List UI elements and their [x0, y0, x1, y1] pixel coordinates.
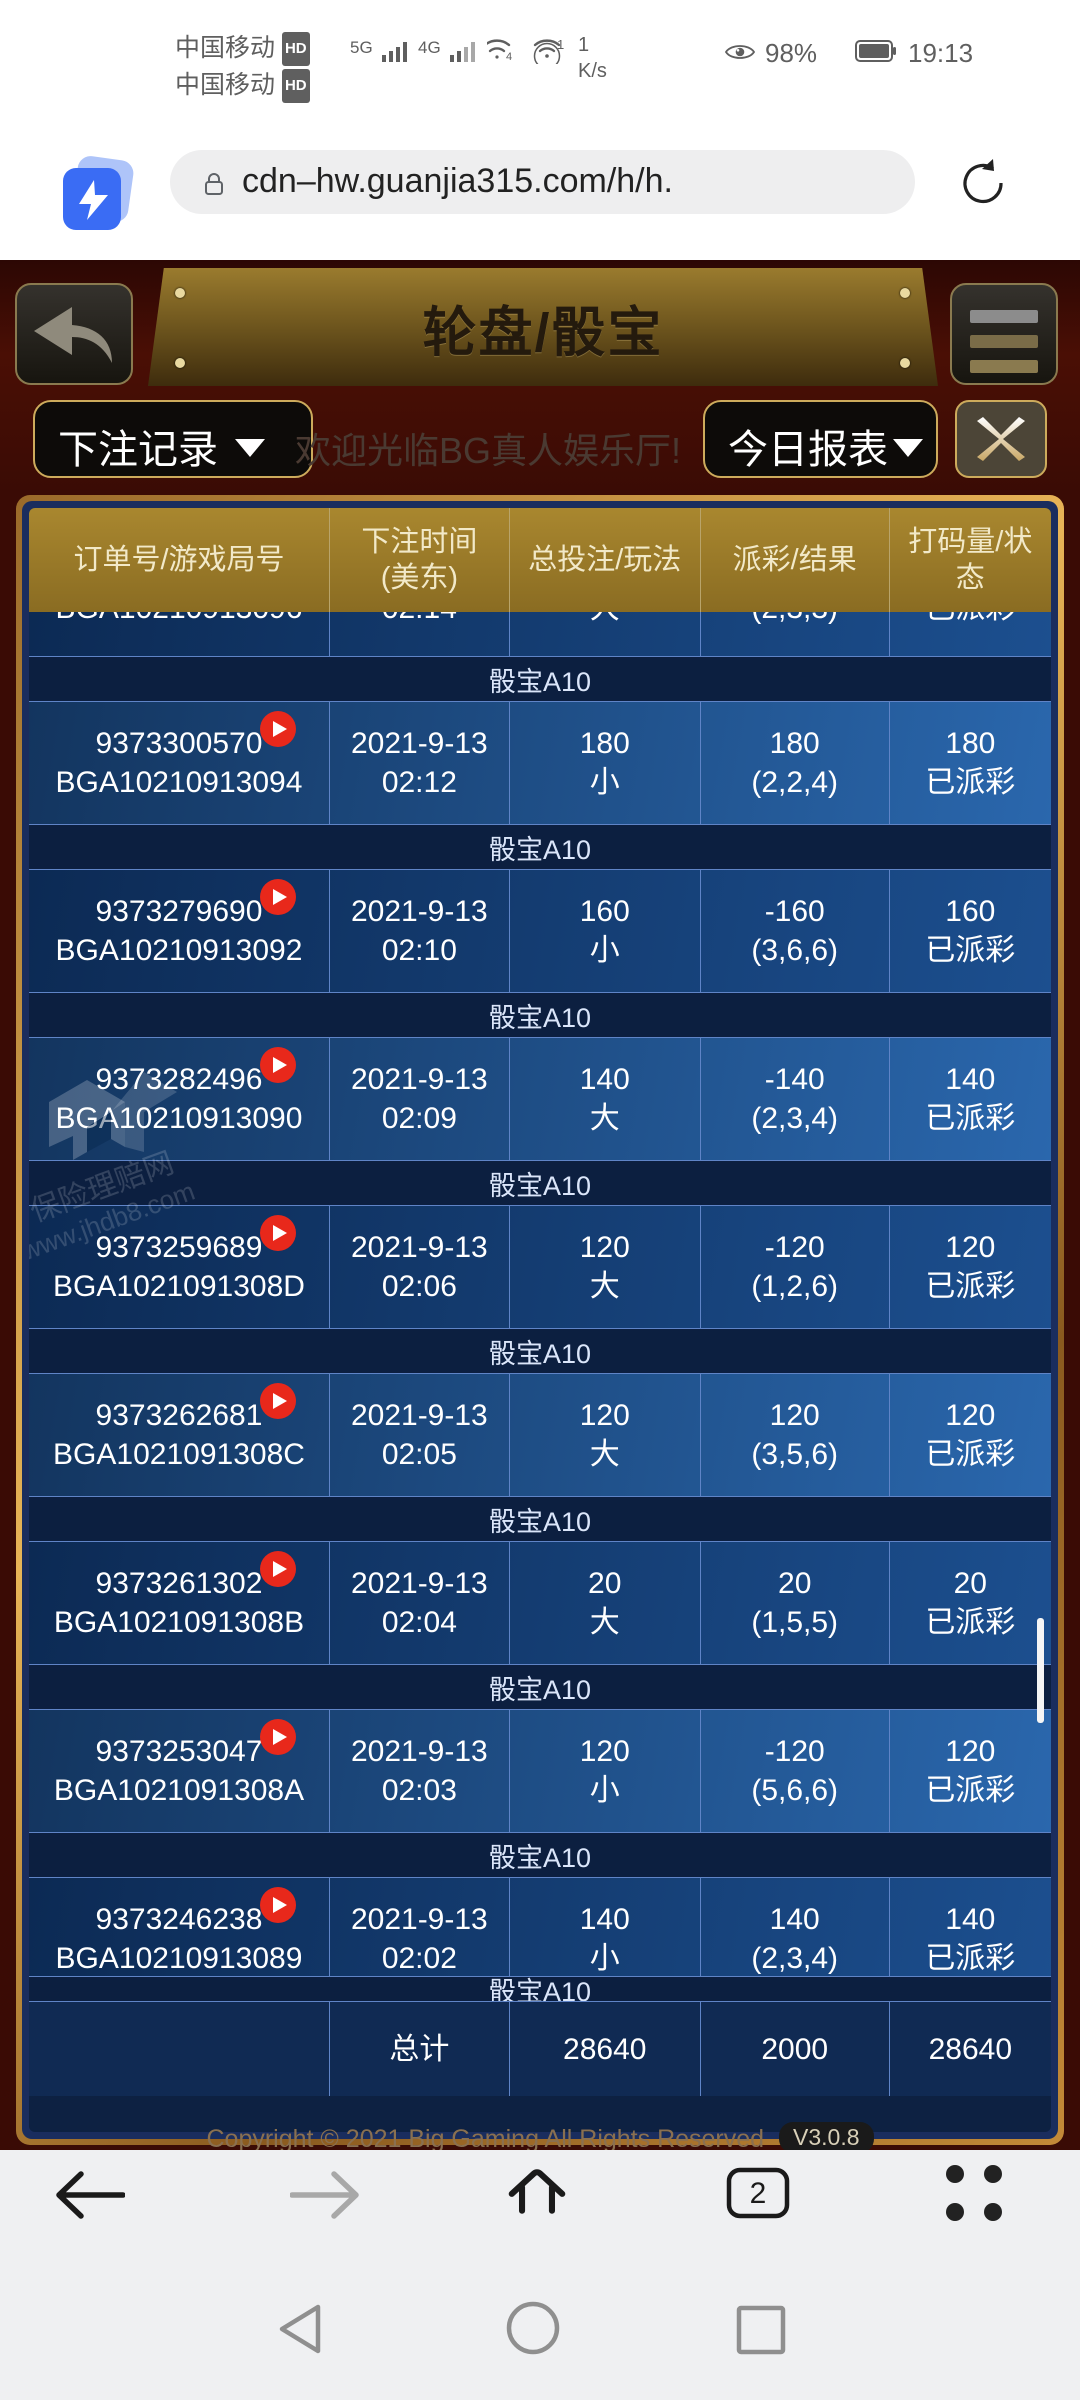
svg-text:4: 4	[506, 51, 512, 63]
svg-text:2: 2	[750, 2177, 767, 2210]
svg-text:1: 1	[557, 37, 564, 52]
